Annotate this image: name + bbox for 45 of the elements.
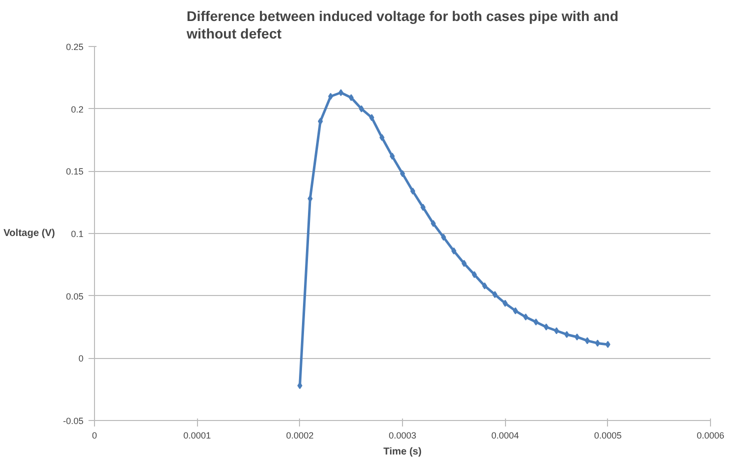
x-tick-label: 0.0002 [286, 430, 314, 440]
x-tick-label: 0.0005 [594, 430, 622, 440]
point [441, 234, 446, 241]
point [328, 92, 334, 100]
point [338, 89, 344, 96]
point [410, 188, 416, 195]
y-tick-label: 0.1 [70, 229, 84, 239]
x-tick-label: 0.0006 [696, 430, 724, 440]
point [430, 220, 436, 228]
point [472, 271, 477, 278]
y-tick-label: 0.25 [66, 42, 84, 52]
point [512, 307, 518, 314]
point [544, 324, 549, 330]
point [523, 314, 528, 321]
y-axis-title: Voltage (V) [4, 228, 55, 239]
point [533, 318, 538, 326]
x-tick-label: 0.0003 [388, 430, 416, 440]
point [564, 330, 570, 338]
y-tick-label: 0.2 [70, 104, 84, 114]
point [492, 291, 498, 298]
point [482, 282, 488, 290]
y-tick-label: 0.05 [66, 291, 84, 302]
chart-title: Difference between induced voltage for both cases pipe with and without defect [186, 8, 618, 42]
point [451, 247, 456, 254]
point [420, 204, 426, 211]
x-tick-label: 0 [92, 430, 98, 440]
point [358, 105, 364, 112]
point [584, 337, 590, 344]
x-tick-label: 0.0001 [183, 430, 211, 440]
point [390, 152, 395, 160]
y-tick-label: 0.15 [66, 166, 84, 177]
y-tick-label: -0.05 [62, 416, 84, 426]
point [369, 114, 374, 122]
x-axis-title: Time (s) [383, 446, 422, 458]
point [379, 134, 384, 142]
y-tick-label: 0 [78, 354, 84, 364]
point [574, 333, 580, 340]
point [318, 118, 323, 125]
x-tick-label: 0.0004 [491, 430, 519, 440]
point [297, 382, 302, 390]
point [502, 300, 508, 307]
point [605, 340, 610, 348]
point [595, 340, 600, 347]
point [462, 260, 467, 267]
point [348, 94, 354, 102]
